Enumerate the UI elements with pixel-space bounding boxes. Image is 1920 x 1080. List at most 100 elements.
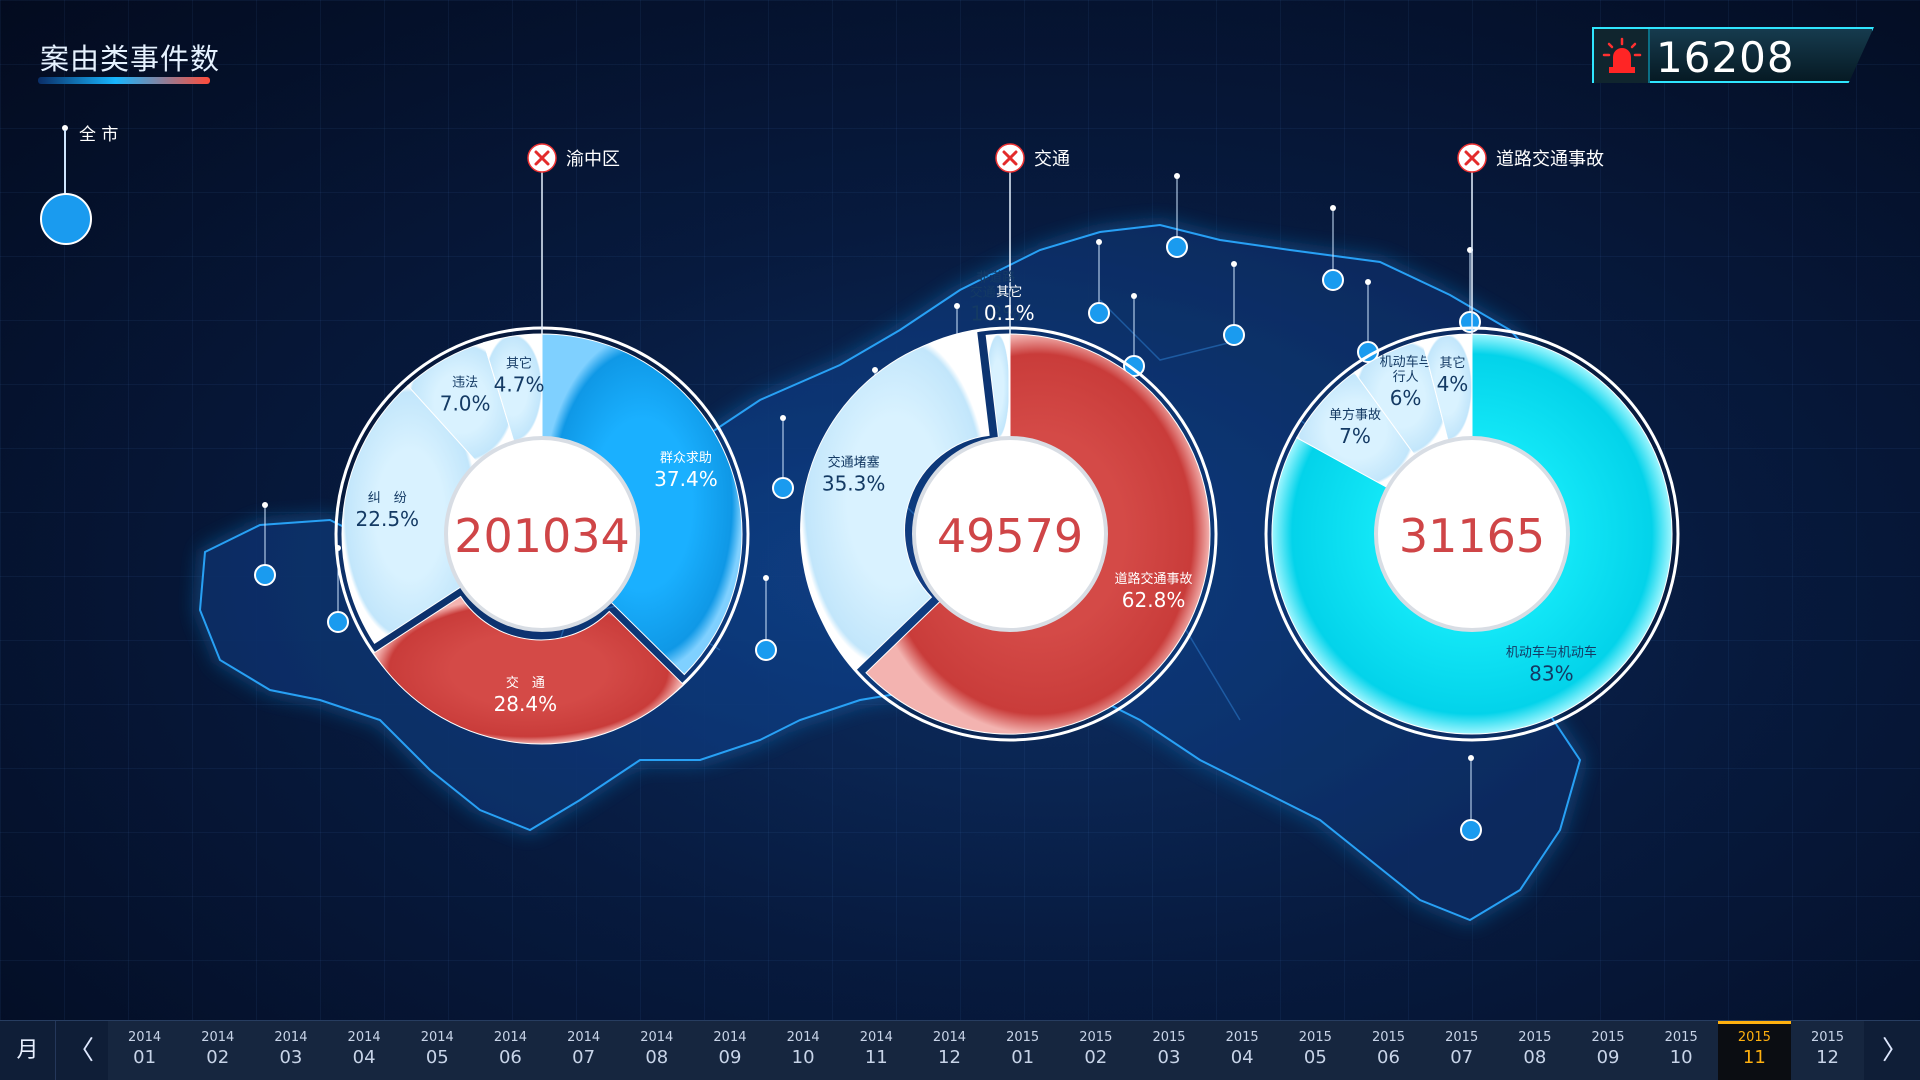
chevron-left-icon[interactable]: 〈	[67, 1036, 94, 1066]
slice-value: 7%	[1339, 424, 1371, 448]
slice-value: 4%	[1437, 372, 1469, 396]
donut-slice[interactable]	[985, 333, 1010, 440]
slice-value: 0.1%	[984, 301, 1035, 325]
city-filter-button[interactable]	[40, 193, 92, 245]
slice-value: 6%	[1390, 386, 1422, 410]
close-icon[interactable]	[995, 143, 1025, 173]
month-item[interactable]: 2015 07	[1425, 1021, 1498, 1080]
month-item[interactable]: 2014 06	[474, 1021, 547, 1080]
month-item[interactable]: 2015 05	[1279, 1021, 1352, 1080]
month-year: 2014	[347, 1030, 381, 1045]
month-year: 2014	[786, 1030, 820, 1045]
month-label: 月	[0, 1021, 56, 1080]
month-year: 2015	[1591, 1030, 1625, 1045]
donut-slice[interactable]	[1008, 333, 1011, 439]
close-icon[interactable]	[1457, 143, 1487, 173]
month-year: 2014	[201, 1030, 235, 1045]
slice-label: 纠 纷	[368, 491, 407, 506]
slice-value: 62.8%	[1122, 588, 1186, 612]
month-year: 2015	[1371, 1030, 1406, 1045]
month-item[interactable]: 2014 02	[181, 1021, 254, 1080]
title-underline	[38, 77, 210, 84]
month-number: 12	[938, 1047, 961, 1068]
chart-title: 渝中区	[566, 149, 620, 170]
city-stem	[64, 130, 66, 212]
month-item[interactable]: 2014 04	[328, 1021, 401, 1080]
month-year: 2014	[128, 1030, 162, 1045]
slice-label: 交 通	[506, 675, 545, 691]
month-item[interactable]: 2015 03	[1132, 1021, 1205, 1080]
month-number: 06	[1377, 1047, 1400, 1068]
month-item[interactable]: 2015 01	[986, 1021, 1059, 1080]
month-year: 2014	[713, 1030, 747, 1045]
month-item[interactable]: 2014 11	[840, 1021, 913, 1080]
month-item[interactable]: 2014 07	[547, 1021, 620, 1080]
month-year: 2014	[859, 1030, 893, 1045]
month-number: 10	[1669, 1047, 1693, 1068]
donut-slice[interactable]	[800, 331, 990, 671]
chevron-right-icon[interactable]: 〉	[1881, 1036, 1908, 1066]
month-year: 2015	[1664, 1030, 1698, 1045]
month-year: 2014	[640, 1030, 674, 1045]
month-number: 10	[791, 1047, 815, 1068]
slice-value: 35.3%	[822, 471, 886, 495]
alarm-count: 16208	[1656, 33, 1795, 82]
slice-label: 机动车与机动车	[1506, 644, 1597, 660]
page-title: 案由类事件数	[40, 42, 221, 76]
month-year: 2015	[1445, 1030, 1479, 1045]
month-item[interactable]: 2014 03	[254, 1021, 327, 1080]
center-value: 31165	[1399, 509, 1545, 563]
month-item[interactable]: 2014 05	[401, 1021, 474, 1080]
month-item[interactable]: 2014 08	[620, 1021, 693, 1080]
map-markers	[254, 173, 1482, 841]
month-item[interactable]: 2015 06	[1352, 1021, 1425, 1080]
chart-title: 道路交通事故	[1496, 149, 1604, 170]
month-year: 2014	[274, 1030, 308, 1045]
month-item[interactable]: 2014 10	[767, 1021, 840, 1080]
slice-label: 单方事故	[1329, 407, 1381, 423]
month-number: 01	[133, 1047, 157, 1068]
donut-slice[interactable]	[372, 595, 685, 745]
slice-value: 1.8%	[970, 301, 1021, 325]
month-year: 2014	[567, 1030, 601, 1045]
month-number: 03	[1157, 1047, 1181, 1068]
chart-title: 交通	[1034, 149, 1070, 170]
month-item[interactable]: 2015 11	[1717, 1021, 1791, 1080]
month-item[interactable]: 2015 09	[1571, 1021, 1644, 1080]
month-item[interactable]: 2015 08	[1498, 1021, 1571, 1080]
month-year: 2014	[420, 1030, 454, 1045]
slice-label: 非道路交通事故	[970, 269, 1022, 300]
month-number: 02	[1084, 1047, 1108, 1068]
slice-label: 其它	[506, 356, 532, 372]
month-number: 02	[206, 1047, 230, 1068]
month-year: 2015	[1298, 1030, 1332, 1045]
slice-label: 道路交通事故	[1115, 571, 1193, 587]
slice-value: 7.0%	[440, 391, 491, 415]
month-item[interactable]: 2015 10	[1645, 1021, 1718, 1080]
month-number: 12	[1816, 1047, 1839, 1068]
month-item[interactable]: 2015 02	[1059, 1021, 1132, 1080]
slice-value: 83%	[1529, 661, 1573, 685]
month-year: 2014	[932, 1030, 967, 1045]
slice-label: 机动车与行人	[1380, 354, 1432, 385]
slice-value: 4.7%	[494, 373, 545, 397]
month-number: 05	[1303, 1047, 1327, 1068]
month-item[interactable]: 2014 09	[693, 1021, 766, 1080]
month-item[interactable]: 2014 01	[108, 1021, 181, 1080]
city-filter[interactable]: 全 市	[40, 120, 120, 250]
month-number: 04	[352, 1047, 376, 1068]
slice-value: 37.4%	[654, 467, 718, 491]
month-item[interactable]: 2014 12	[913, 1021, 986, 1080]
alarm-icon	[1594, 29, 1650, 83]
center-disc	[1374, 436, 1570, 632]
timeline-bar: 月 〈 2014 01 2014 02 2014 03 2014 04 2014 05 2014 06…	[0, 1020, 1920, 1080]
slice-label: 其它	[996, 284, 1022, 300]
alarm-counter: 16208	[1592, 27, 1874, 83]
month-item[interactable]: 2015 12	[1791, 1021, 1864, 1080]
month-number: 04	[1230, 1047, 1254, 1068]
close-icon[interactable]	[527, 143, 557, 173]
month-item[interactable]: 2015 04	[1206, 1021, 1279, 1080]
